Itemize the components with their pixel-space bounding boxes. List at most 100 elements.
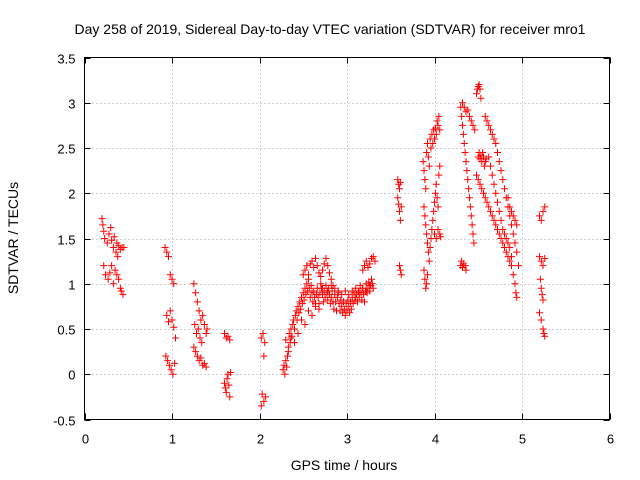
data-point [262,393,270,401]
data-point [430,126,438,134]
data-point [397,203,405,211]
data-point [492,189,500,197]
data-point [194,325,202,333]
grid-lines [84,57,610,420]
data-point [102,271,109,279]
data-point [490,180,498,188]
data-point [485,153,493,161]
data-point [492,221,500,229]
data-point [462,158,470,166]
data-point [227,368,235,376]
x-axis-label: GPS time / hours [291,457,398,473]
data-point [191,320,199,328]
data-point [422,221,430,229]
data-point [512,289,520,297]
data-point [361,298,368,306]
data-point [487,162,494,170]
data-point [305,307,312,315]
data-point [432,130,440,138]
data-point [471,126,479,134]
data-point [422,284,430,292]
data-point [539,296,547,304]
plot-frame [84,57,610,420]
data-point [396,207,403,215]
data-point [497,216,505,224]
data-point [459,260,467,268]
data-point [419,158,427,166]
data-point [366,260,374,268]
data-point [458,112,466,120]
data-point [508,253,515,261]
data-point [476,180,484,188]
data-point [462,266,470,274]
data-point [163,248,171,256]
data-point [435,112,443,120]
data-point [421,275,429,283]
data-point [108,262,116,270]
data-point [434,203,442,211]
data-point [468,221,476,229]
data-point [469,121,477,129]
data-point [504,239,512,247]
data-point [513,221,521,229]
data-point [346,309,354,317]
data-point [538,291,546,299]
data-point [165,318,172,326]
data-point [224,332,232,340]
data-point [222,388,230,396]
data-point [171,359,179,367]
data-point [462,108,470,116]
data-point [117,287,125,295]
data-point [425,162,433,170]
data-point [435,171,443,179]
data-point [420,167,428,175]
x-tick-label: 2 [257,432,264,447]
data-point [300,296,308,304]
data-point [436,162,444,170]
data-point [161,244,169,252]
data-point [119,291,127,299]
data-point [431,198,438,206]
data-point [319,284,326,292]
data-point [490,135,498,143]
data-point [297,305,305,313]
data-point [327,275,335,283]
data-point [109,280,117,288]
data-point [460,139,468,147]
data-point [481,194,489,202]
data-point [302,291,310,299]
data-point [165,253,172,261]
data-point [475,81,483,89]
data-point [257,402,265,410]
data-points [98,81,549,410]
data-point [291,325,298,333]
data-point [536,253,543,261]
data-point [541,203,549,211]
data-point [259,330,267,338]
data-point [509,271,517,279]
data-point [295,309,303,317]
data-point [461,149,469,157]
data-point [463,167,471,175]
data-point [466,203,474,211]
data-point [480,162,488,170]
data-point [495,158,503,166]
data-point [509,212,517,220]
x-tick-label: 5 [519,432,526,447]
data-point [508,207,515,215]
data-point [226,336,234,344]
y-axis-label: SDTVAR / TECUs [5,182,21,294]
data-point [506,203,514,211]
data-point [341,311,349,319]
data-point [421,176,429,184]
data-point [319,266,326,274]
data-point [481,112,489,120]
data-point [261,339,269,347]
data-point [111,266,119,274]
data-point [202,330,210,338]
data-point [319,298,327,306]
data-point [308,311,316,319]
data-point [424,239,431,247]
data-point [466,194,473,202]
data-point [334,289,342,297]
